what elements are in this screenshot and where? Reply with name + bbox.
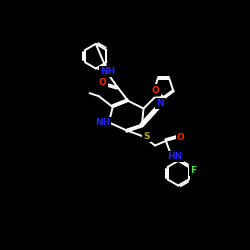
Text: N: N xyxy=(156,99,164,108)
Text: NH: NH xyxy=(100,67,116,76)
Text: F: F xyxy=(190,166,196,175)
Text: O: O xyxy=(152,86,160,94)
Text: O: O xyxy=(99,78,106,87)
Text: S: S xyxy=(143,132,150,141)
Text: O: O xyxy=(176,133,184,142)
Text: NH: NH xyxy=(95,118,110,127)
Text: HN: HN xyxy=(168,152,183,161)
